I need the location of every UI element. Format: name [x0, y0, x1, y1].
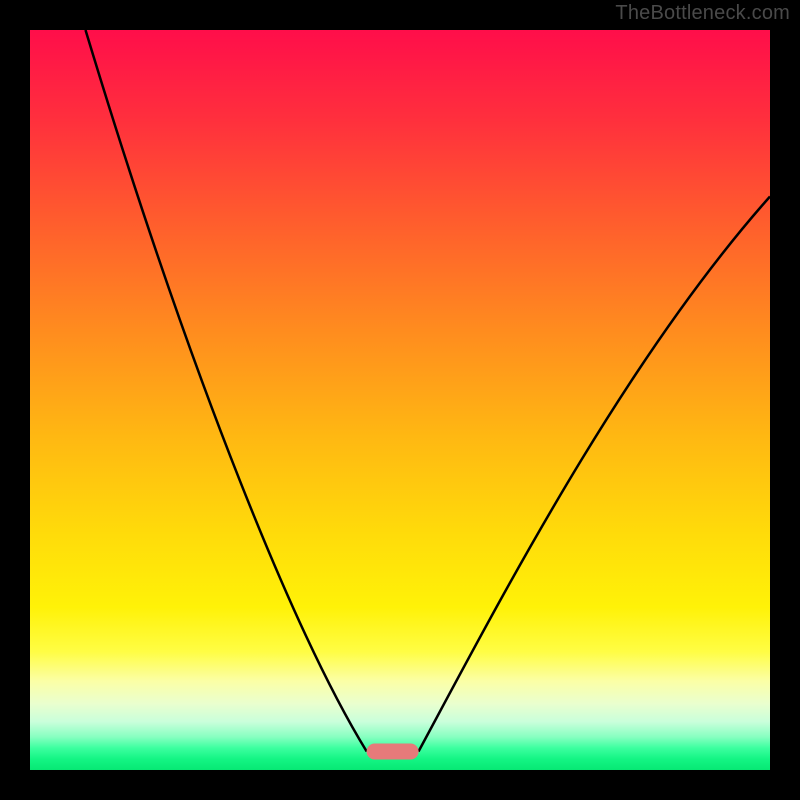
plot-background	[30, 30, 770, 770]
chart-container: TheBottleneck.com	[0, 0, 800, 800]
bottleneck-chart	[0, 0, 800, 800]
optimal-marker	[367, 744, 419, 760]
watermark-text: TheBottleneck.com	[615, 2, 790, 25]
